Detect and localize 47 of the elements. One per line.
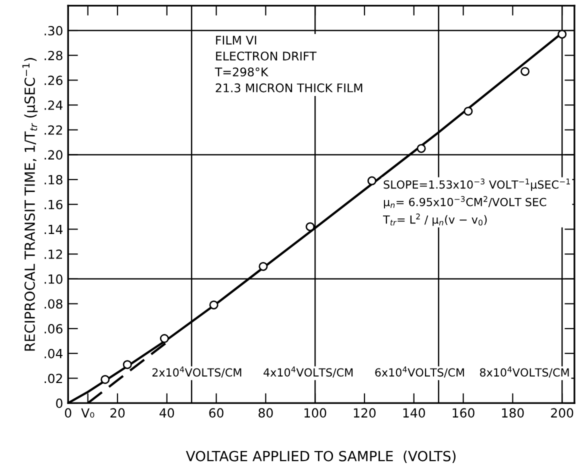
y-tick-label: .04 xyxy=(44,348,63,358)
y-tick-label: .10 xyxy=(44,274,62,284)
y-tick-label: .08 xyxy=(44,299,62,309)
point xyxy=(258,262,268,271)
text: SLOPE=1.53x10$^{−3}$ VOLT$^{−1}$μSEC$^{−1}$ μ$_{n}$= 6.95x10$^{−3}$CM$^{2}$/VOLT SEC T$_{tr}$= L$^{2}$ / μ$_{n}$(v − v$_{0}$) xyxy=(383,178,570,226)
y-tick-label: .30 xyxy=(44,26,62,36)
x-tick-label: 100 xyxy=(304,408,326,418)
y-tick-label: .16 xyxy=(44,200,62,210)
x-tick-label: 0 xyxy=(64,408,72,418)
x-tick-label: V₀ xyxy=(81,408,94,418)
point xyxy=(122,360,132,370)
y-tick-label: .20 xyxy=(44,150,62,160)
x-tick-label: 140 xyxy=(403,408,425,418)
x-tick-label: 120 xyxy=(354,408,376,418)
y-tick-label: .02 xyxy=(44,374,62,384)
point xyxy=(160,334,169,344)
point xyxy=(558,30,567,39)
point xyxy=(367,176,376,186)
y-tick-label: .14 xyxy=(44,224,63,234)
point xyxy=(464,106,473,116)
x-axis-title: VOLTAGE APPLIED TO SAMPLE (VOLTS) xyxy=(186,450,456,463)
y-tick-label: .18 xyxy=(44,175,62,184)
y-tick-label: .22 xyxy=(44,125,62,135)
point xyxy=(306,222,315,232)
point xyxy=(209,300,218,310)
y-tick-label: 0 xyxy=(56,398,62,408)
x-tick-label: 60 xyxy=(209,408,224,418)
x-tick-label: 20 xyxy=(110,408,125,418)
x-tick-label: 200 xyxy=(551,408,574,418)
annotation: 6x10$^{4}$VOLTS/CM xyxy=(375,366,464,378)
x-tick-label: 160 xyxy=(452,408,474,418)
point xyxy=(100,374,110,384)
x-tick-label: 80 xyxy=(258,408,273,418)
annotation: 2x10$^{4}$VOLTS/CM xyxy=(152,366,242,378)
annotation: 8x10$^{4}$VOLTS/CM xyxy=(480,366,569,378)
annotation: FILM VI ELECTRON DRIFT T=298°K 21.3 MICRON THICK FILM xyxy=(214,36,362,92)
x-tick-label: 180 xyxy=(502,408,524,418)
point xyxy=(520,66,530,76)
y-tick-label: .06 xyxy=(44,324,62,334)
y-tick-label: .12 xyxy=(44,250,62,259)
point xyxy=(416,144,426,153)
annotation: 4x10$^{4}$VOLTS/CM xyxy=(264,366,353,378)
y-tick-label: .26 xyxy=(44,76,62,86)
y-tick-label: .24 xyxy=(44,100,63,110)
y-axis-title: RECIPROCAL TRANSIT TIME, 1/T$_{tr}$ (μSEC$^{−1}$) xyxy=(22,58,38,351)
x-tick-label: 40 xyxy=(160,408,174,418)
y-tick-label: .28 xyxy=(44,50,62,60)
